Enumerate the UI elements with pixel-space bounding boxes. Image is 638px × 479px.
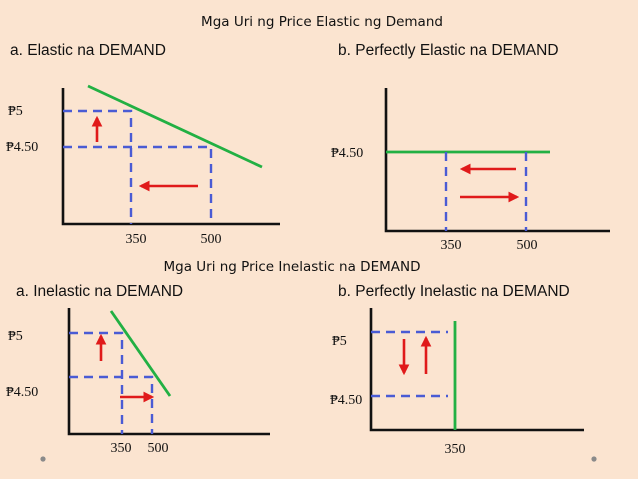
inelastic-guide-high (69, 331, 124, 434)
elastic-demand-curve (87, 84, 263, 169)
inelastic-guide-low (69, 375, 154, 434)
perfectly-elastic-panel: b. Perfectly Elastic na DEMAND ₱4.50 350… (331, 42, 610, 253)
inelastic-x-label-left: 350 (111, 441, 132, 456)
inelastic-demand-curve (109, 310, 172, 397)
inelastic-panel: a. Inelastic na DEMAND ₱5 ₱4.50 350 500 (6, 283, 270, 456)
perfectly-elastic-x-label-right: 500 (517, 238, 538, 253)
elastic-x-label-left: 350 (126, 232, 147, 247)
elastic-panel-label: a. Elastic na DEMAND (10, 42, 166, 59)
perfectly-inelastic-x-label: 350 (445, 442, 466, 457)
slide-dot-left (40, 456, 46, 462)
elastic-panel: a. Elastic na DEMAND ₱5 ₱4.50 350 500 (6, 42, 280, 247)
elastic-guide-low (63, 145, 213, 224)
inelastic-panel-label: a. Inelastic na DEMAND (16, 283, 183, 300)
elastic-y-label-high: ₱5 (8, 104, 23, 119)
elastic-guide-high (63, 109, 133, 224)
elastic-axes (61, 88, 280, 226)
perfectly-inelastic-axes (369, 308, 584, 432)
bottom-title: Mga Uri ng Price Inelastic na DEMAND (164, 259, 421, 275)
perfectly-inelastic-panel: b. Perfectly Inelastic na DEMAND ₱5 ₱4.5… (330, 283, 584, 457)
top-title: Mga Uri ng Price Elastic ng Demand (201, 14, 443, 30)
perfectly-elastic-x-label-left: 350 (441, 238, 462, 253)
perfectly-inelastic-y-label-low: ₱4.50 (330, 393, 362, 408)
inelastic-x-label-right: 500 (148, 441, 169, 456)
elastic-x-label-right: 500 (201, 232, 222, 247)
perfectly-elastic-y-label: ₱4.50 (331, 146, 363, 161)
perfectly-inelastic-y-label-high: ₱5 (332, 334, 347, 349)
inelastic-axes (67, 308, 270, 436)
perfectly-elastic-panel-label: b. Perfectly Elastic na DEMAND (338, 42, 559, 59)
inelastic-y-label-high: ₱5 (8, 329, 23, 344)
slide-dot-right (591, 456, 597, 462)
elastic-y-label-low: ₱4.50 (6, 140, 38, 155)
perfectly-inelastic-panel-label: b. Perfectly Inelastic na DEMAND (338, 283, 570, 300)
perfectly-elastic-axes (384, 88, 610, 233)
inelastic-y-label-low: ₱4.50 (6, 385, 38, 400)
